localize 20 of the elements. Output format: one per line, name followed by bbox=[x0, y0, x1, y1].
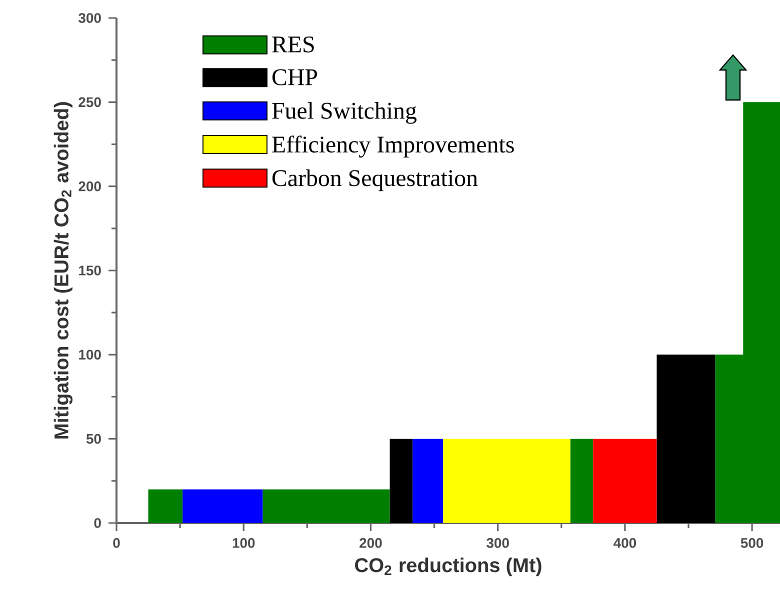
y-tick-label: 250 bbox=[78, 97, 101, 108]
x-tick-label: 300 bbox=[486, 538, 509, 548]
y-tick-label: 200 bbox=[78, 181, 101, 192]
y-tick-label: 300 bbox=[78, 13, 101, 23]
x-tick-label: 0 bbox=[113, 538, 120, 548]
legend-label: RES bbox=[272, 36, 314, 53]
legend-label: Carbon Sequestration bbox=[272, 169, 478, 192]
x-tick-label: 400 bbox=[614, 538, 636, 548]
y-axis-title: Mitigation cost (EUR/t CO$_{2}$ avoided) bbox=[54, 102, 73, 438]
x-tick-label: 500 bbox=[740, 538, 764, 548]
legend-label: CHP bbox=[272, 69, 318, 86]
y-tick-label: 50 bbox=[86, 434, 101, 444]
x-tick-label: 100 bbox=[232, 538, 255, 548]
x-tick-label: 200 bbox=[360, 538, 382, 548]
legend-label: Fuel Switching bbox=[272, 102, 416, 124]
y-tick-label: 100 bbox=[79, 350, 101, 360]
y-tick-label: 150 bbox=[79, 266, 101, 276]
x-axis-title: CO$_{2}$ reductions (Mt) bbox=[355, 558, 542, 576]
y-tick-label: 0 bbox=[94, 518, 101, 528]
legend-label: Efficiency Improvements bbox=[272, 136, 514, 158]
